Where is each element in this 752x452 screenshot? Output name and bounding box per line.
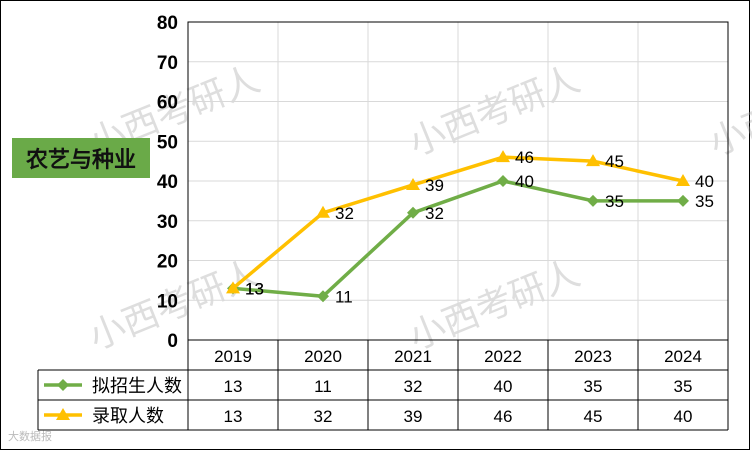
data-point [316, 205, 330, 218]
table-cell: 46 [494, 407, 513, 426]
data-point [676, 174, 690, 186]
y-tick-label: 70 [157, 53, 178, 74]
table-cell: 35 [674, 377, 693, 396]
data-label: 11 [335, 287, 353, 306]
legend-label: 录取人数 [92, 406, 164, 427]
data-label: 32 [335, 204, 354, 223]
legend-marker [57, 379, 69, 391]
data-label: 45 [605, 152, 624, 171]
series-line-2 [231, 155, 684, 290]
footer-brand: 大数据报 [8, 430, 52, 443]
y-tick-label: 30 [157, 212, 178, 233]
data-point [406, 177, 420, 190]
y-tick-label: 20 [157, 252, 178, 273]
data-point [587, 194, 599, 207]
legend-label: 拟招生人数 [92, 376, 182, 397]
x-category-label: 2024 [664, 347, 702, 366]
data-point [586, 154, 600, 167]
series-line-1 [232, 179, 683, 299]
table-cell: 35 [584, 377, 603, 396]
data-label: 40 [695, 172, 714, 191]
data-label: 13 [245, 279, 264, 298]
table-cell: 40 [674, 407, 693, 426]
data-point [407, 206, 419, 219]
data-label: 35 [605, 192, 624, 211]
data-point [497, 175, 509, 187]
y-tick-label: 0 [167, 331, 178, 352]
table-cell: 45 [584, 407, 603, 426]
x-category-label: 2019 [214, 347, 252, 366]
y-tick-label: 40 [157, 172, 178, 193]
table-cell: 11 [314, 377, 332, 396]
table-cell: 13 [224, 407, 243, 426]
x-category-label: 2022 [484, 347, 522, 366]
data-point [226, 281, 240, 294]
x-category-label: 2023 [574, 347, 612, 366]
data-point [496, 150, 510, 163]
data-label: 40 [515, 172, 534, 191]
x-category-label: 2021 [394, 347, 432, 366]
table-cell: 40 [494, 377, 513, 396]
table-cell: 13 [224, 377, 243, 396]
table-cell: 32 [404, 377, 423, 396]
y-tick-label: 10 [157, 291, 178, 312]
data-point [317, 290, 329, 303]
table-cell: 39 [404, 407, 423, 426]
legend-marker [56, 408, 70, 420]
x-category-label: 2020 [304, 347, 342, 366]
y-tick-label: 50 [157, 132, 178, 153]
data-label: 39 [425, 176, 444, 195]
data-label: 35 [695, 192, 714, 211]
y-tick-label: 80 [157, 13, 178, 34]
data-label: 32 [425, 204, 444, 223]
table-cell: 32 [314, 407, 333, 426]
data-point [677, 194, 689, 207]
data-label: 13 [245, 279, 264, 298]
y-tick-label: 60 [157, 93, 178, 114]
subject-badge: 农艺与种业 [12, 138, 150, 178]
data-label: 46 [515, 148, 534, 167]
